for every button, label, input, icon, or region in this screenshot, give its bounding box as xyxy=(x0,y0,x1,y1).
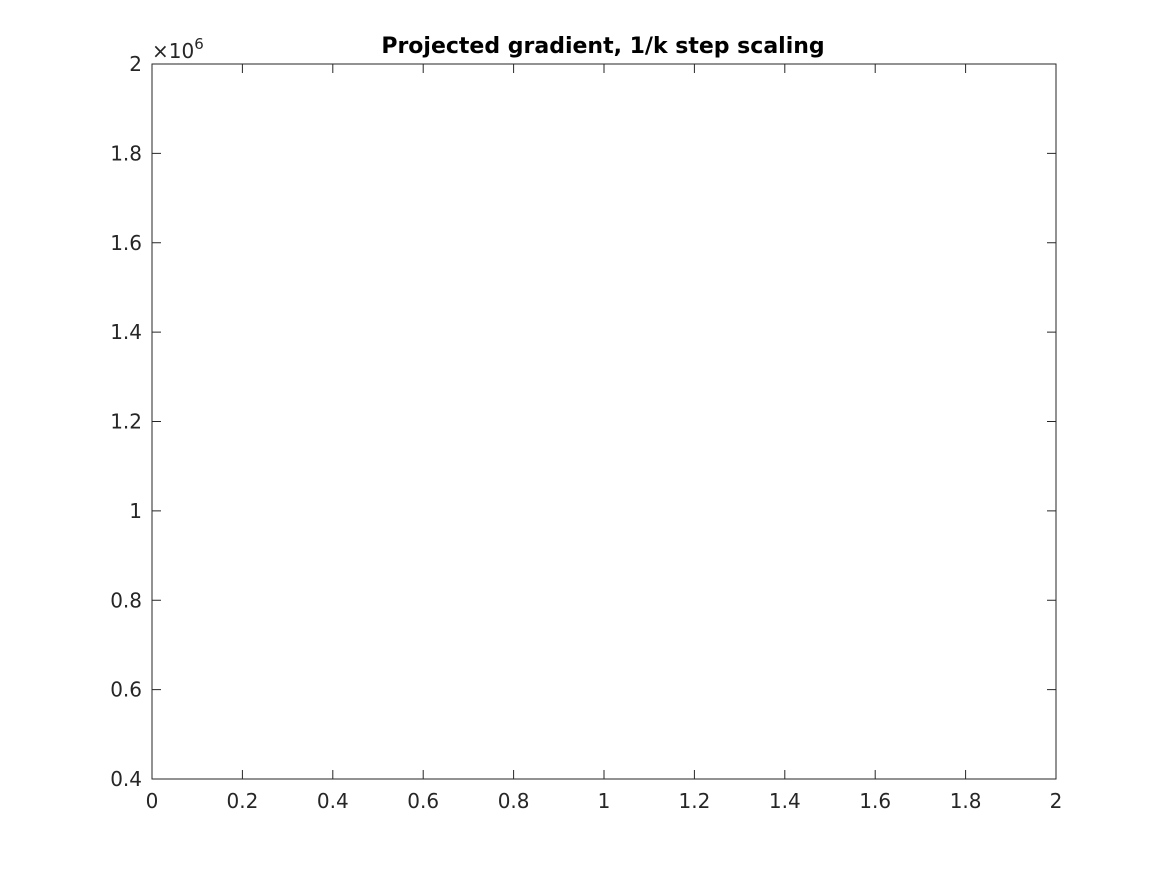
chart-title: Projected gradient, 1/k step scaling xyxy=(381,34,824,59)
y-tick-label: 1.2 xyxy=(110,410,142,434)
y-tick-label: 1.4 xyxy=(110,320,142,344)
x-tick-label: 1.6 xyxy=(859,789,891,813)
y-tick-label: 0.4 xyxy=(110,767,142,791)
plot-area xyxy=(151,63,1057,780)
x-tick-label: 1.4 xyxy=(769,789,801,813)
x-tick-label: 2 xyxy=(1050,789,1063,813)
x-tick-group: 0 0.2 0.4 0.6 0.8 1 1.2 1.4 1.6 1.8 2 xyxy=(146,64,1063,813)
y-tick-label: 2 xyxy=(129,52,142,76)
y-tick-group: 0.4 0.6 0.8 1 1.2 1.4 1.6 1.8 2 xyxy=(110,52,1056,791)
x-tick-label: 0.2 xyxy=(226,789,258,813)
x-tick-label: 1 xyxy=(598,789,611,813)
x-tick-label: 0.6 xyxy=(407,789,439,813)
y-axis-exponent-label: ×106 xyxy=(152,35,204,63)
y-tick-label: 1.8 xyxy=(110,141,142,165)
x-tick-label: 1.8 xyxy=(950,789,982,813)
x-tick-label: 1.2 xyxy=(678,789,710,813)
x-tick-label: 0.4 xyxy=(317,789,349,813)
y-tick-label: 0.8 xyxy=(110,588,142,612)
y-tick-label: 1 xyxy=(129,499,142,523)
y-tick-label: 0.6 xyxy=(110,678,142,702)
y-tick-label: 1.6 xyxy=(110,231,142,255)
x-tick-label: 0 xyxy=(146,789,159,813)
y-axis-exponent-power: 6 xyxy=(194,35,204,53)
x-tick-label: 0.8 xyxy=(498,789,530,813)
y-axis-exponent-prefix: ×10 xyxy=(152,39,194,63)
